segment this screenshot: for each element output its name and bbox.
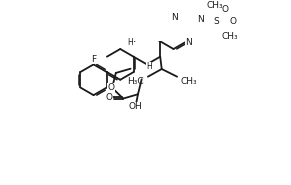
Text: CH₃: CH₃	[221, 32, 238, 41]
Text: H: H	[127, 38, 133, 47]
Text: N: N	[171, 13, 178, 22]
Text: O: O	[106, 93, 113, 102]
Text: S: S	[213, 17, 219, 26]
Text: OH: OH	[129, 102, 143, 111]
Text: N: N	[185, 38, 192, 47]
Text: CH₃: CH₃	[181, 77, 198, 86]
Text: O: O	[230, 17, 237, 26]
Text: CH₃: CH₃	[207, 1, 223, 10]
Text: N: N	[197, 15, 204, 24]
Text: H: H	[146, 62, 152, 71]
Text: F: F	[91, 55, 96, 63]
Text: O: O	[221, 5, 228, 14]
Text: H₃C: H₃C	[127, 77, 144, 86]
Text: O: O	[108, 83, 115, 92]
